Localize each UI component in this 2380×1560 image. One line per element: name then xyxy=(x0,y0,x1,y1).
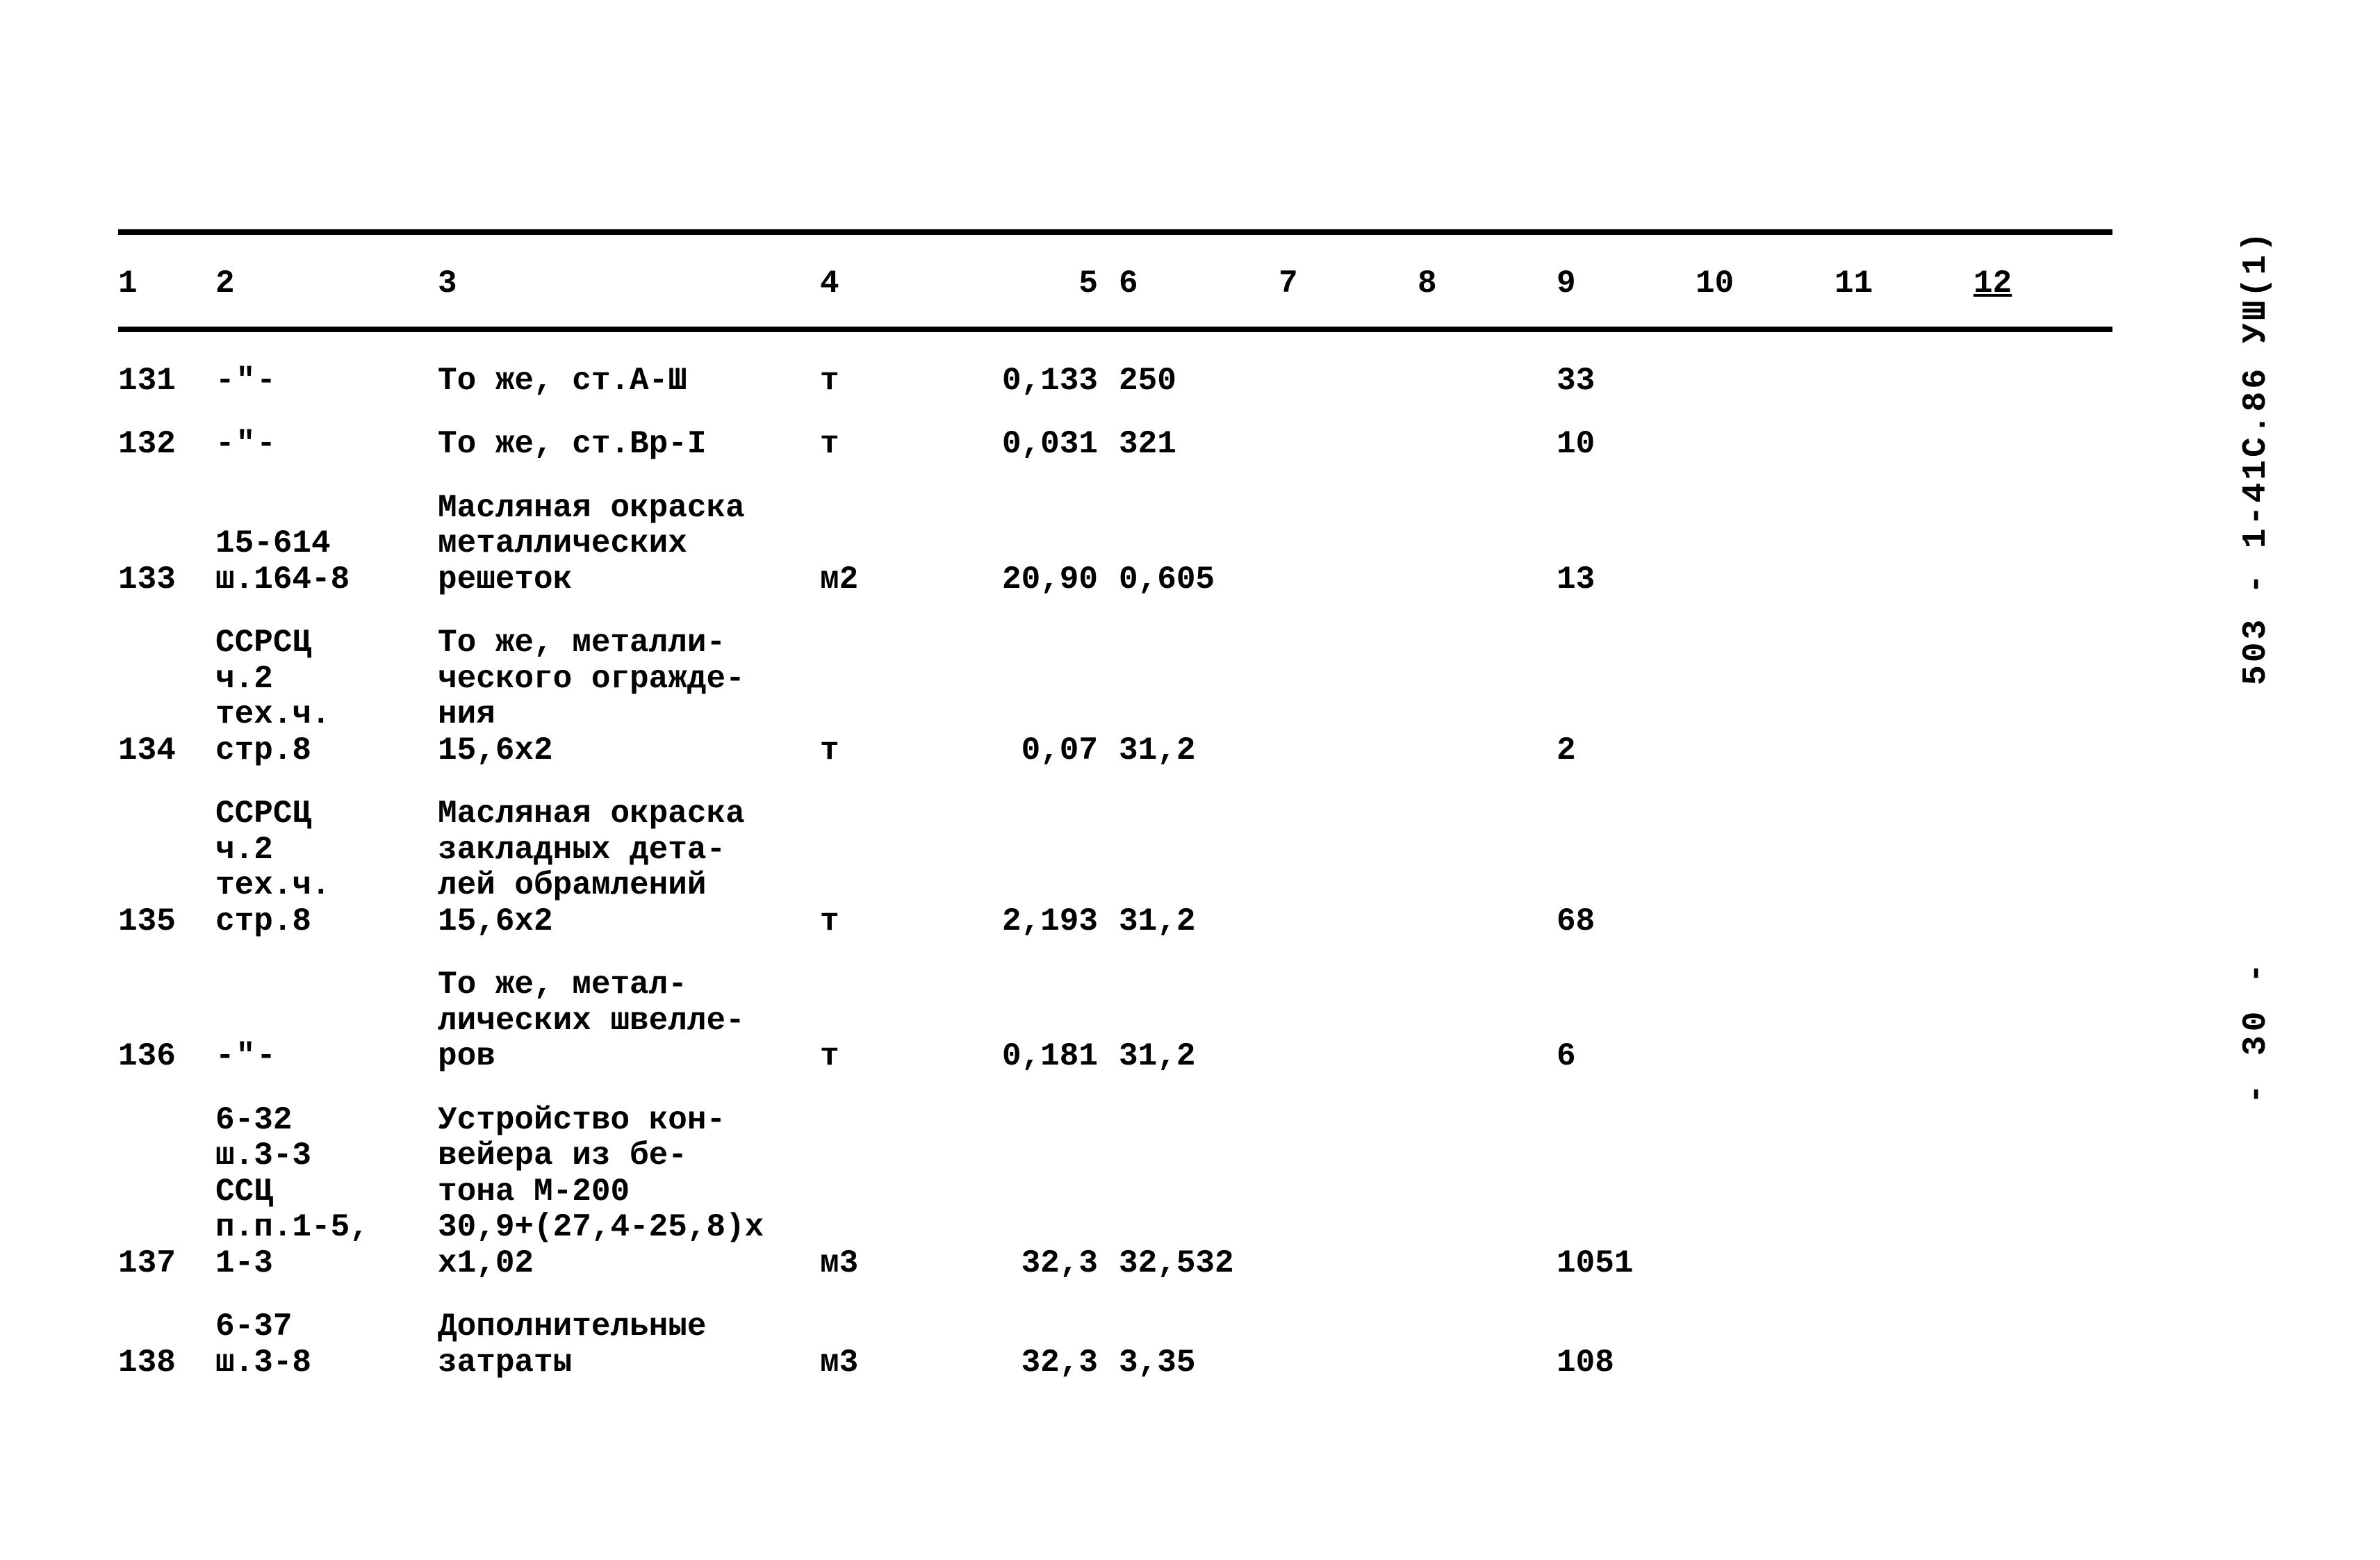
table-row: 1386-37 ш.3-8Дополнительные затратым332,… xyxy=(118,1309,2112,1381)
cell-c5: 0,133 xyxy=(959,363,1119,400)
cell-c3: Масляная окраска закладных дета- лей обр… xyxy=(438,796,820,939)
cell-c6: 31,2 xyxy=(1119,1039,1279,1075)
cell-c5: 20,90 xyxy=(959,562,1119,598)
cell-c6: 32,532 xyxy=(1119,1246,1279,1282)
cell-c9: 6 xyxy=(1557,1039,1696,1075)
table: 1 2 3 4 5 6 7 8 9 10 11 12 131-"-То же, … xyxy=(118,229,2112,1409)
cell-c9: 108 xyxy=(1557,1345,1696,1381)
cell-c3: То же, металли- ческого огражде- ния 15,… xyxy=(438,625,820,769)
cell-c1: 136 xyxy=(118,1039,215,1075)
cell-c3: Устройство кон- вейера из бе- тона М-200… xyxy=(438,1103,820,1282)
col-header-1: 1 xyxy=(118,266,215,302)
cell-c5: 32,3 xyxy=(959,1345,1119,1381)
cell-c1: 137 xyxy=(118,1246,215,1282)
col-header-12: 12 xyxy=(1973,266,2112,302)
cell-c4: т xyxy=(820,733,959,769)
header-rule xyxy=(118,327,2112,332)
cell-c5: 0,07 xyxy=(959,733,1119,769)
table-row: 13315-614 ш.164-8Масляная окраска металл… xyxy=(118,491,2112,598)
cell-c2: ССРСЦ ч.2 тех.ч. стр.8 xyxy=(215,625,438,769)
cell-c1: 135 xyxy=(118,904,215,940)
top-rule xyxy=(118,229,2112,235)
vertical-doc-id: 503 - 1-41С.86 УШ(1) xyxy=(2238,229,2276,685)
cell-c6: 321 xyxy=(1119,427,1279,463)
cell-c5: 32,3 xyxy=(959,1246,1119,1282)
cell-c6: 31,2 xyxy=(1119,733,1279,769)
cell-c4: м2 xyxy=(820,562,959,598)
cell-c6: 250 xyxy=(1119,363,1279,400)
cell-c9: 33 xyxy=(1557,363,1696,400)
cell-c6: 31,2 xyxy=(1119,904,1279,940)
cell-c2: ССРСЦ ч.2 тех.ч. стр.8 xyxy=(215,796,438,939)
cell-c1: 134 xyxy=(118,733,215,769)
cell-c3: То же, ст.А-Ш xyxy=(438,363,820,400)
cell-c9: 10 xyxy=(1557,427,1696,463)
table-row: 132-"-То же, ст.Вр-Iт0,031321 10 xyxy=(118,427,2112,463)
cell-c6: 3,35 xyxy=(1119,1345,1279,1381)
cell-c4: м3 xyxy=(820,1246,959,1282)
cell-c2: -"- xyxy=(215,1039,438,1075)
cell-c4: т xyxy=(820,1039,959,1075)
table-row: 135ССРСЦ ч.2 тех.ч. стр.8Масляная окраск… xyxy=(118,796,2112,939)
cell-c3: То же, ст.Вр-I xyxy=(438,427,820,463)
col-header-7: 7 xyxy=(1279,266,1418,302)
col-header-3: 3 xyxy=(438,266,820,302)
cell-c3: То же, метал- лических швелле- ров xyxy=(438,967,820,1075)
cell-c1: 133 xyxy=(118,562,215,598)
col-header-5: 5 xyxy=(959,266,1119,302)
cell-c4: т xyxy=(820,363,959,400)
cell-c3: Дополнительные затраты xyxy=(438,1309,820,1381)
col-header-9: 9 xyxy=(1557,266,1696,302)
cell-c3: Масляная окраска металлических решеток xyxy=(438,491,820,598)
table-row: 136-"-То же, метал- лических швелле- ров… xyxy=(118,967,2112,1075)
table-body: 131-"-То же, ст.А-Шт0,13325033132-"-То ж… xyxy=(118,363,2112,1381)
cell-c1: 131 xyxy=(118,363,215,400)
cell-c9: 2 xyxy=(1557,733,1696,769)
col-header-2: 2 xyxy=(215,266,438,302)
cell-c1: 132 xyxy=(118,427,215,463)
cell-c9: 68 xyxy=(1557,904,1696,940)
cell-c4: т xyxy=(820,427,959,463)
cell-c2: 15-614 ш.164-8 xyxy=(215,526,438,598)
cell-c2: -"- xyxy=(215,363,438,400)
col-header-10: 10 xyxy=(1696,266,1835,302)
col-header-8: 8 xyxy=(1418,266,1557,302)
cell-c2: 6-37 ш.3-8 xyxy=(215,1309,438,1381)
table-row: 131-"-То же, ст.А-Шт0,133250 33 xyxy=(118,363,2112,400)
cell-c2: 6-32 ш.3-3 ССЦ п.п.1-5, 1-3 xyxy=(215,1103,438,1282)
cell-c9: 13 xyxy=(1557,562,1696,598)
table-header-row: 1 2 3 4 5 6 7 8 9 10 11 12 xyxy=(118,266,2112,302)
cell-c2: -"- xyxy=(215,427,438,463)
cell-c1: 138 xyxy=(118,1345,215,1381)
table-row: 1376-32 ш.3-3 ССЦ п.п.1-5, 1-3Устройство… xyxy=(118,1103,2112,1282)
cell-c9: 1051 xyxy=(1557,1246,1696,1282)
cell-c6: 0,605 xyxy=(1119,562,1279,598)
cell-c5: 0,181 xyxy=(959,1039,1119,1075)
table-row: 134ССРСЦ ч.2 тех.ч. стр.8То же, металли-… xyxy=(118,625,2112,769)
vertical-page-number: - 30 - xyxy=(2238,959,2276,1104)
col-header-11: 11 xyxy=(1835,266,1973,302)
cell-c4: т xyxy=(820,904,959,940)
col-header-6: 6 xyxy=(1119,266,1279,302)
cell-c5: 0,031 xyxy=(959,427,1119,463)
col-header-4: 4 xyxy=(820,266,959,302)
cell-c4: м3 xyxy=(820,1345,959,1381)
cell-c5: 2,193 xyxy=(959,904,1119,940)
page: 503 - 1-41С.86 УШ(1) - 30 - 1 2 3 4 5 6 … xyxy=(0,0,2380,1560)
